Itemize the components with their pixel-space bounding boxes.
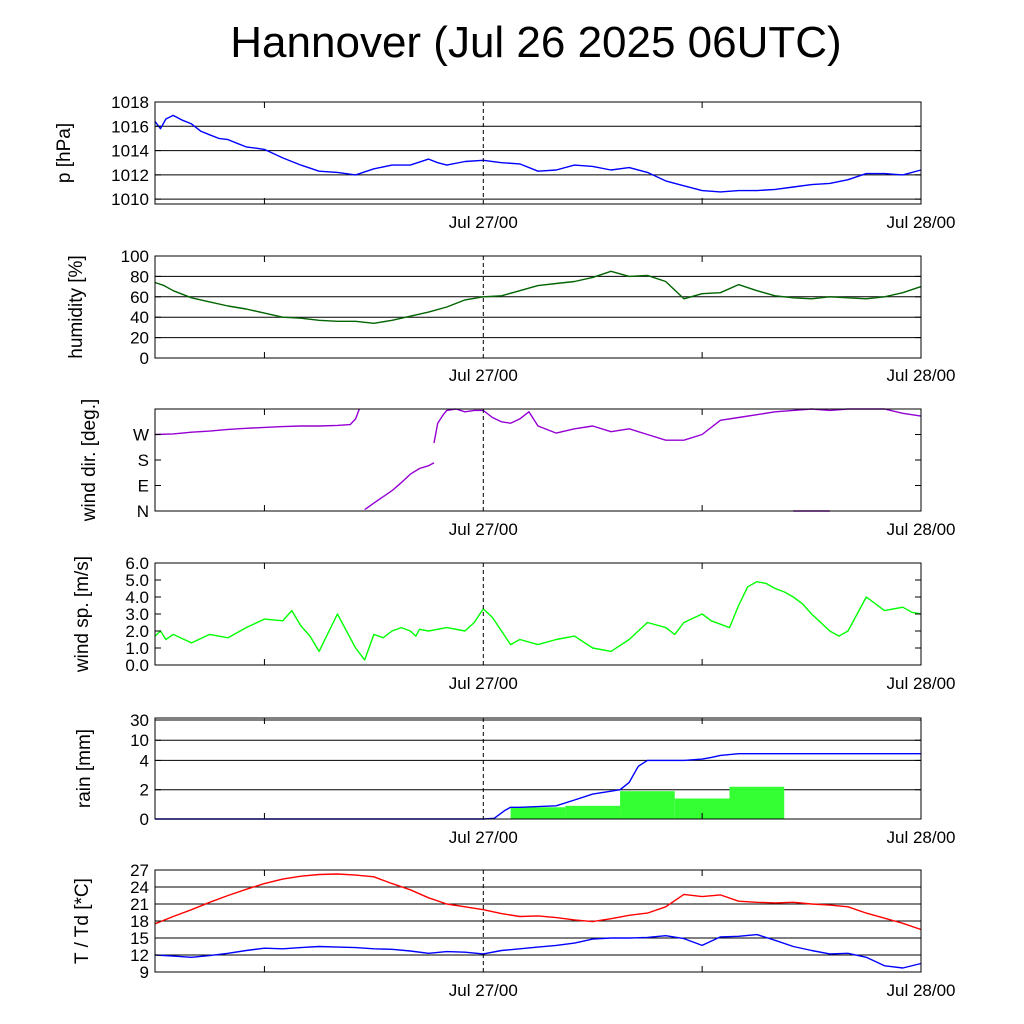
rain-bar	[729, 786, 785, 819]
wind_dir-y-tick-label: W	[133, 426, 149, 445]
temperature-x-tick-label: Jul 28/00	[887, 981, 956, 1000]
pressure-x-tick-label: Jul 28/00	[887, 213, 956, 232]
pressure-y-tick-label: 1010	[111, 190, 149, 209]
chart-title: Hannover (Jul 26 2025 06UTC)	[230, 18, 842, 67]
temperature-y-tick-label: 21	[130, 895, 149, 914]
pressure-x-tick-label: Jul 27/00	[449, 213, 518, 232]
rain-series-line	[155, 753, 921, 820]
humidity-y-tick-label: 20	[130, 329, 149, 348]
wind_speed-y-tick-label: 1.0	[125, 639, 149, 658]
pressure-y-tick-label: 1012	[111, 166, 149, 185]
rain-frame	[154, 717, 922, 820]
temperature-y-tick-label: 24	[130, 878, 149, 897]
wind_dir-x-tick-label: Jul 27/00	[449, 520, 518, 539]
rain-bar	[674, 798, 730, 819]
rain-y-tick-label: 2	[140, 781, 149, 800]
rain-x-tick-label: Jul 27/00	[449, 828, 518, 847]
pressure-axis-label: p [hPa]	[54, 123, 75, 183]
temperature-y-tick-label: 12	[130, 946, 149, 965]
wind_speed-series-line	[154, 581, 922, 661]
humidity-frame	[154, 255, 922, 359]
pressure-y-tick-label: 1018	[111, 93, 149, 112]
humidity-series-line	[154, 270, 922, 324]
rain-x-tick-label: Jul 28/00	[887, 828, 956, 847]
wind_speed-frame	[154, 562, 922, 666]
wind_speed-x-tick-label: Jul 27/00	[449, 674, 518, 693]
humidity-x-tick-label: Jul 28/00	[887, 366, 956, 385]
rain-bar	[620, 791, 675, 819]
pressure-series-line	[154, 114, 922, 193]
rain-y-tick-label: 30	[130, 711, 149, 730]
rain-y-tick-label: 0	[140, 810, 149, 829]
humidity-y-tick-label: 80	[130, 267, 149, 286]
wind_speed-y-tick-label: 3.0	[125, 605, 149, 624]
humidity-axis-label: humidity [%]	[66, 255, 87, 358]
wind_dir-y-tick-label: S	[138, 451, 149, 470]
wind_dir-y-tick-label: E	[138, 477, 149, 496]
rain-y-tick-label: 10	[130, 731, 149, 750]
rain-y-tick-label: 4	[140, 751, 149, 770]
pressure-y-tick-label: 1014	[111, 142, 149, 161]
temperature-x-tick-label: Jul 27/00	[449, 981, 518, 1000]
pressure-frame	[154, 101, 922, 205]
wind_dir-series-line	[364, 462, 435, 511]
wind_speed-y-tick-label: 6.0	[125, 554, 149, 573]
temperature-y-tick-label: 15	[130, 929, 149, 948]
temperature-y-tick-label: 18	[130, 912, 149, 931]
humidity-y-tick-label: 40	[130, 308, 149, 327]
wind_speed-axis-label: wind sp. [m/s]	[72, 556, 93, 673]
wind_dir-y-tick-label: N	[137, 502, 149, 521]
wind_dir-frame	[154, 408, 922, 512]
rain-axis-label: rain [mm]	[74, 729, 95, 808]
wind_speed-x-tick-label: Jul 28/00	[887, 674, 956, 693]
wind_dir-series-line	[154, 408, 360, 436]
pressure-y-tick-label: 1016	[111, 117, 149, 136]
wind_speed-y-tick-label: 4.0	[125, 588, 149, 607]
temperature-y-tick-label: 9	[140, 963, 149, 982]
humidity-y-tick-label: 100	[121, 247, 149, 266]
wind_dir-series-line	[433, 408, 922, 444]
rain-bar	[510, 807, 566, 819]
humidity-x-tick-label: Jul 27/00	[449, 366, 518, 385]
rain-bar	[565, 805, 621, 819]
wind_speed-y-tick-label: 2.0	[125, 622, 149, 641]
temperature-y-tick-label: 27	[130, 861, 149, 880]
wind_dir-axis-label: wind dir. [deg.]	[79, 399, 100, 523]
wind_speed-y-tick-label: 5.0	[125, 571, 149, 590]
wind_dir-x-tick-label: Jul 28/00	[887, 520, 956, 539]
temperature-axis-label: T / Td [*C]	[72, 878, 93, 964]
wind_speed-y-tick-label: 0.0	[125, 656, 149, 675]
humidity-y-tick-label: 60	[130, 288, 149, 307]
humidity-y-tick-label: 0	[140, 349, 149, 368]
temperature-series-line	[154, 873, 922, 931]
temperature-series-line	[154, 933, 922, 969]
